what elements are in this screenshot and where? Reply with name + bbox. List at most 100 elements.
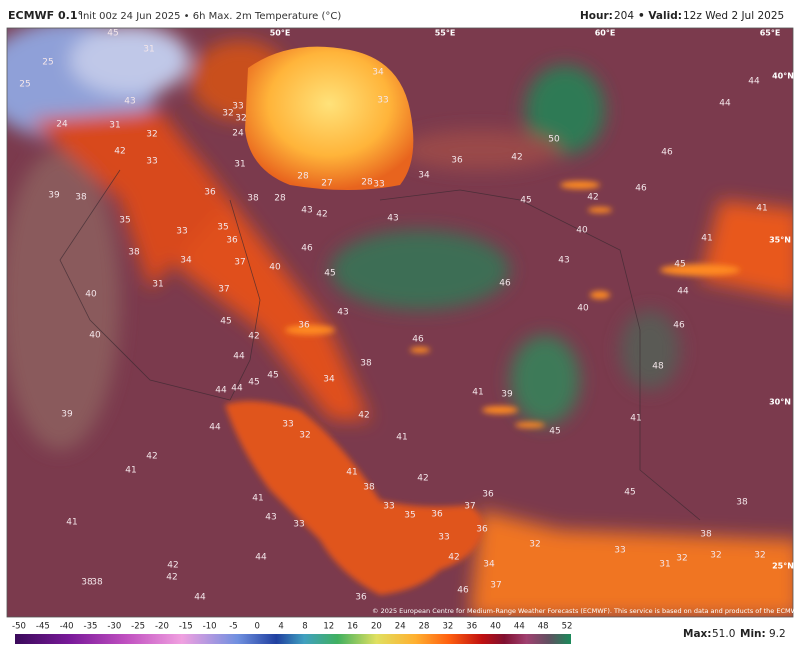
- temperature-label: 45: [674, 260, 685, 270]
- grid-label: 55°E: [435, 29, 456, 38]
- temperature-label: 41: [252, 494, 263, 504]
- temperature-label: 46: [661, 148, 673, 158]
- temperature-label: 38: [700, 530, 712, 540]
- temperature-label: 28: [361, 178, 373, 188]
- temperature-label: 38: [81, 578, 93, 588]
- temperature-label: 44: [215, 386, 227, 396]
- temperature-label: 40: [576, 226, 588, 236]
- temperature-label: 46: [457, 586, 469, 596]
- hour-value: 204: [614, 10, 634, 22]
- grid-label: 25°N: [772, 562, 794, 571]
- temperature-label: 35: [119, 216, 130, 226]
- map-area: [7, 28, 793, 617]
- temperature-label: 45: [624, 488, 635, 498]
- temperature-label: 33: [377, 96, 388, 106]
- temperature-label: 44: [255, 553, 267, 563]
- temperature-label: 42: [587, 193, 598, 203]
- colorbar-tick: -10: [203, 622, 217, 632]
- temperature-label: 41: [472, 388, 483, 398]
- temperature-label: 32: [529, 540, 540, 550]
- temperature-label: 46: [673, 321, 685, 331]
- hour-label: Hour:: [580, 10, 613, 22]
- colorbar-tick: 20: [371, 622, 382, 632]
- map-frame: [6, 27, 794, 618]
- temperature-label: 38: [91, 578, 103, 588]
- temperature-label: 31: [143, 45, 154, 55]
- temperature-label: 25: [42, 58, 53, 68]
- temperature-label: 43: [558, 256, 569, 266]
- colorbar-tick: -15: [179, 622, 193, 632]
- temperature-label: 24: [56, 120, 68, 130]
- temperature-label: 42: [358, 411, 369, 421]
- valid-value: 12z Wed 2 Jul 2025: [683, 10, 784, 22]
- colorbar-tick: 32: [442, 622, 453, 632]
- temperature-label: 36: [431, 510, 443, 520]
- temperature-label: 25: [19, 80, 30, 90]
- temperature-label: 38: [128, 248, 140, 258]
- temperature-label: 37: [234, 258, 245, 268]
- temperature-label: 46: [499, 279, 511, 289]
- colorbar-tick: -5: [229, 622, 237, 632]
- temperature-label: 36: [204, 188, 216, 198]
- copyright: © 2025 European Centre for Medium-Range …: [372, 607, 800, 615]
- temperature-label: 33: [146, 157, 157, 167]
- temperature-label: 46: [301, 244, 313, 254]
- temperature-label: 34: [483, 560, 495, 570]
- temperature-label: 36: [298, 321, 310, 331]
- temperature-label: 34: [418, 171, 430, 181]
- temperature-label: 28: [274, 194, 286, 204]
- temperature-label: 32: [299, 431, 310, 441]
- colorbar-tick: -45: [36, 622, 50, 632]
- temperature-label: 42: [146, 452, 157, 462]
- temperature-label: 41: [66, 518, 77, 528]
- temperature-label: 43: [387, 214, 398, 224]
- borders: [59, 169, 701, 521]
- temperature-label: 43: [337, 308, 348, 318]
- temperature-label: 44: [233, 352, 245, 362]
- temperature-label: 36: [226, 236, 238, 246]
- temperature-label: 43: [124, 97, 135, 107]
- temperature-label: 46: [635, 184, 647, 194]
- temperature-label: 31: [659, 560, 670, 570]
- temperature-label: 42: [417, 474, 428, 484]
- temperature-label: 38: [247, 194, 259, 204]
- temperature-label: 36: [451, 156, 463, 166]
- colorbar-tick: -35: [84, 622, 98, 632]
- temperature-label: 32: [222, 109, 233, 119]
- temperature-label: 48: [652, 362, 664, 372]
- temperature-label: 31: [152, 280, 163, 290]
- temperature-label: 50: [548, 135, 560, 145]
- colorbar-tick: 48: [538, 622, 549, 632]
- colorbar-tick: 40: [490, 622, 501, 632]
- temperature-label: 34: [372, 68, 384, 78]
- temperature-label: 39: [61, 410, 73, 420]
- grid-label: 40°N: [772, 72, 794, 81]
- model-name: ECMWF 0.1°: [8, 9, 83, 22]
- temperature-label: 33: [614, 546, 625, 556]
- temperature-label: 44: [231, 384, 243, 394]
- temperature-label: 43: [301, 206, 312, 216]
- temperature-label: 41: [346, 468, 357, 478]
- colorbar-tick: 44: [514, 622, 525, 632]
- temperature-label: 44: [719, 99, 731, 109]
- temperature-label: 41: [630, 414, 641, 424]
- temperature-label: 36: [476, 525, 488, 535]
- colorbar-tick: -25: [131, 622, 145, 632]
- temperature-label: 32: [676, 554, 687, 564]
- colorbar-tick: 8: [302, 622, 307, 632]
- temperature-label: 41: [756, 204, 767, 214]
- temperature-label: 34: [323, 375, 335, 385]
- temperature-label: 32: [146, 130, 157, 140]
- colorbar-tick: 28: [419, 622, 430, 632]
- colorbar-tick: 4: [278, 622, 283, 632]
- temperature-label: 42: [248, 332, 259, 342]
- temperature-label: 44: [194, 593, 206, 603]
- valid-label: • Valid:: [638, 10, 682, 22]
- temperature-label: 35: [404, 511, 415, 521]
- temperature-label: 31: [234, 160, 245, 170]
- temperature-label: 42: [448, 553, 459, 563]
- colorbar-tick: 12: [323, 622, 334, 632]
- temperature-label: 42: [114, 147, 125, 157]
- temperature-label: 27: [321, 179, 332, 189]
